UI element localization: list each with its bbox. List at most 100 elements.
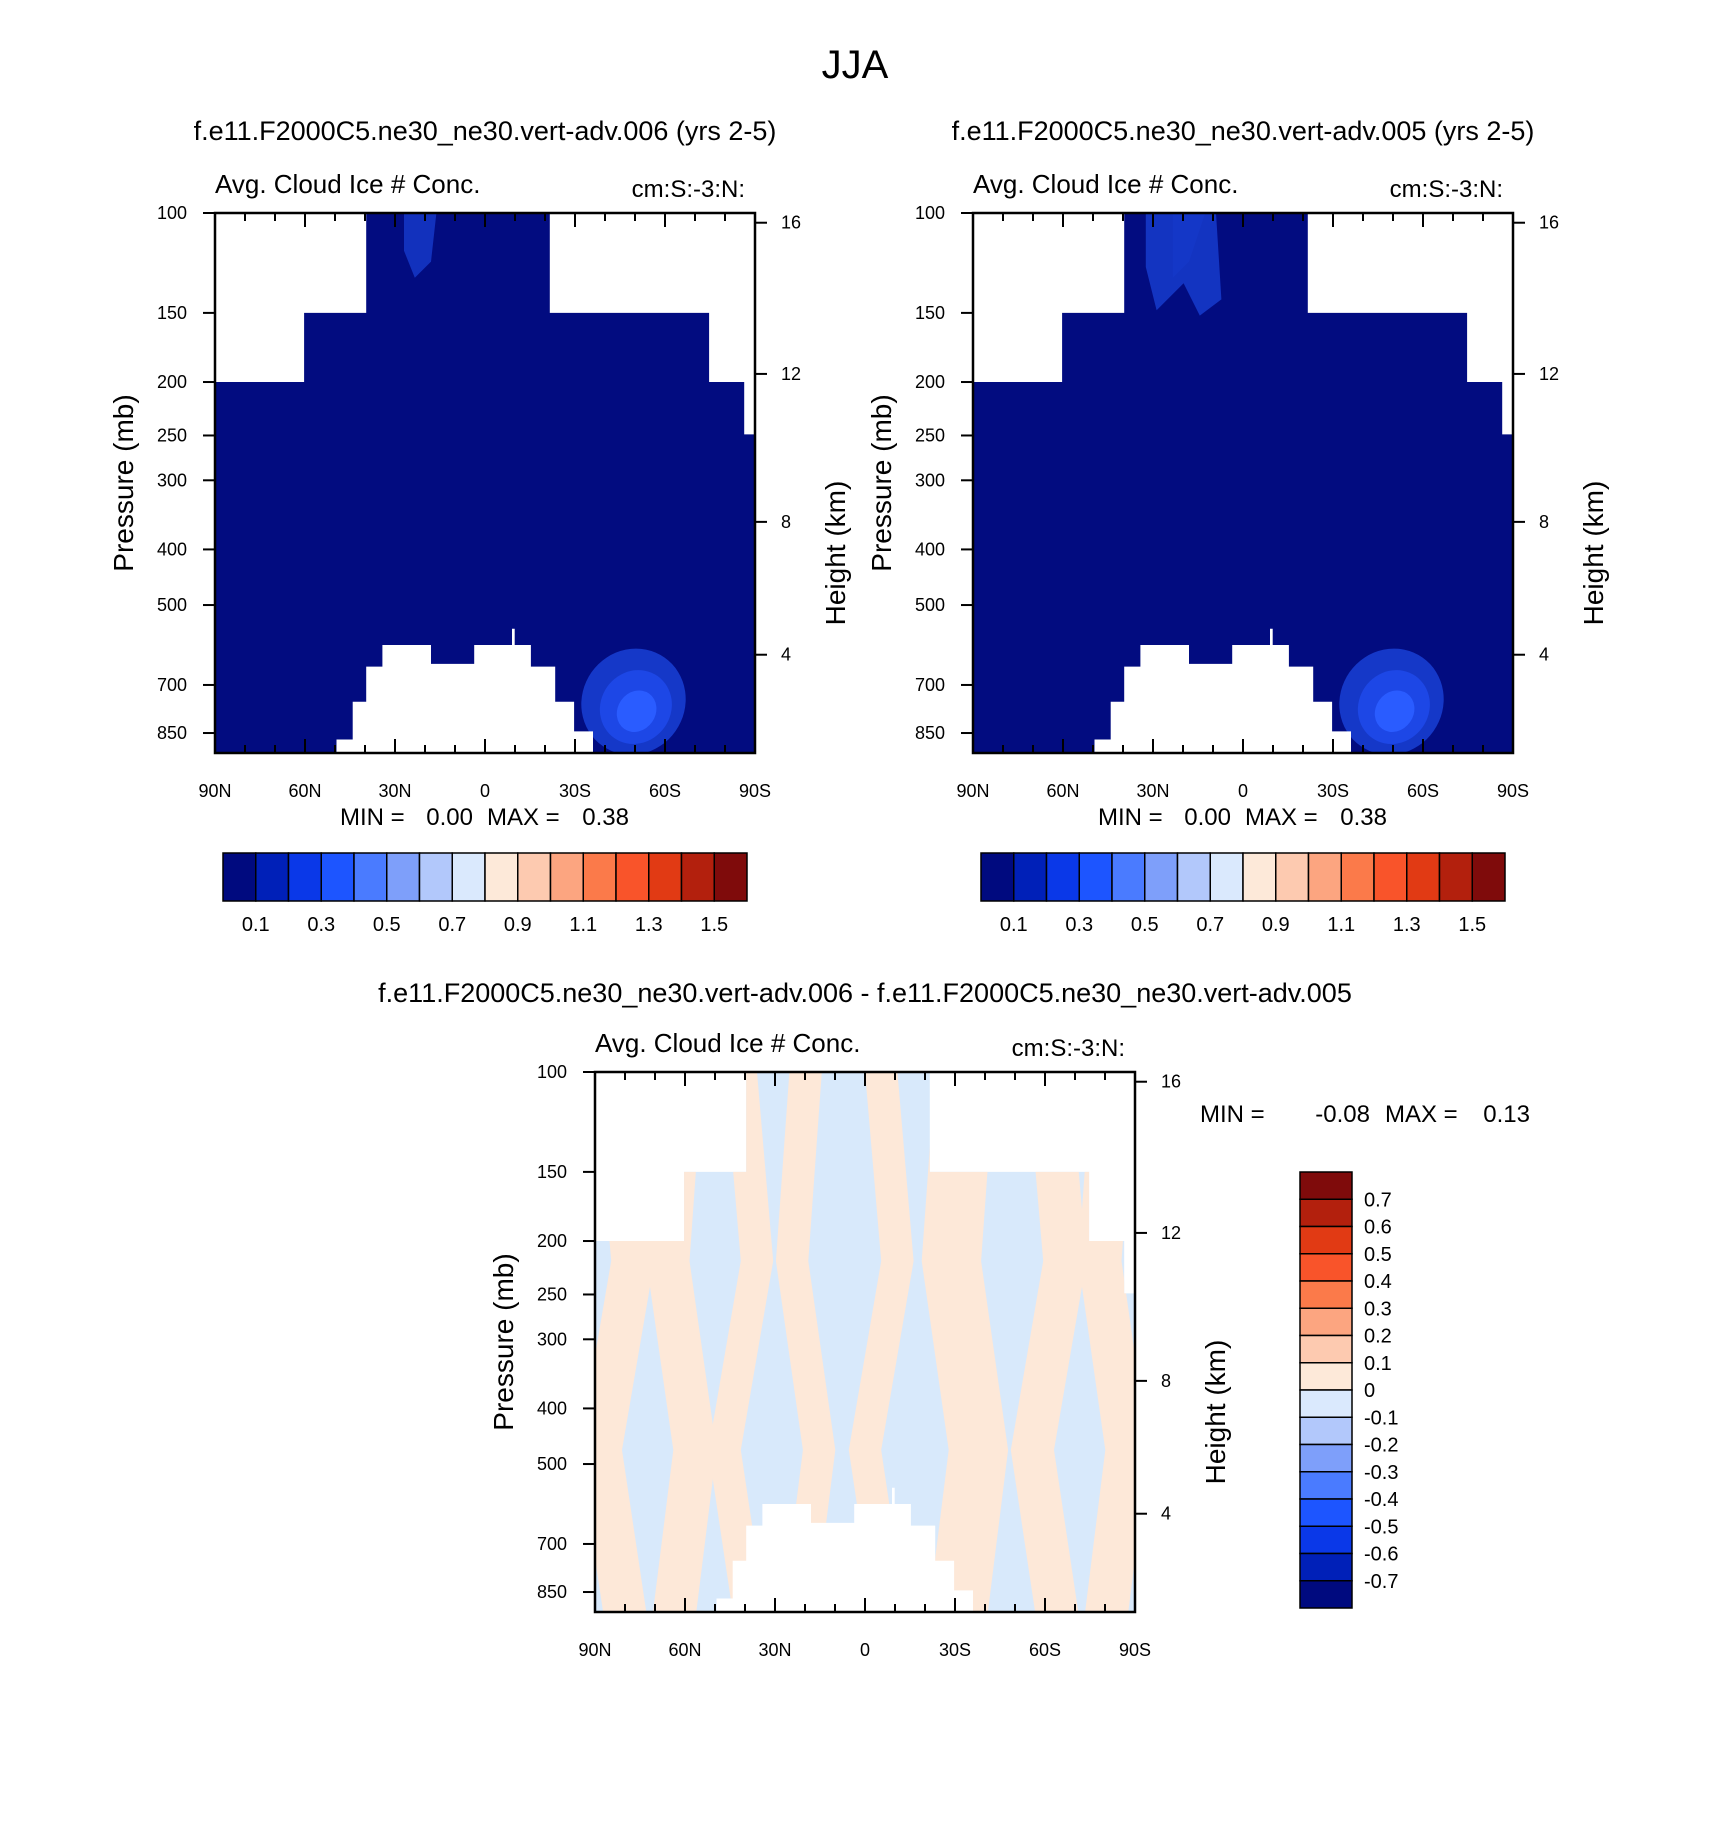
colorbar-label: -0.6 [1364, 1544, 1398, 1566]
colorbar-swatch [1299, 1389, 1353, 1418]
stat-max-value: 0.38 [1340, 804, 1387, 831]
y-tick-label: 100 [915, 203, 945, 223]
colorbar-swatch [1406, 852, 1441, 902]
stat-min-value: 0.00 [426, 804, 473, 831]
y-right-tick-label: 12 [781, 364, 801, 384]
chart-panel-2: f.e11.F2000C5.ne30_ne30.vert-adv.005 (yr… [866, 116, 1609, 936]
panel-title: f.e11.F2000C5.ne30_ne30.vert-adv.006 - f… [378, 978, 1352, 1008]
x-tick-label: 30S [559, 781, 591, 801]
colorbar-swatch [1299, 1525, 1353, 1555]
colorbar-label: 1.3 [635, 914, 663, 936]
variable-label: Avg. Cloud Ice # Conc. [215, 169, 480, 199]
colorbar-label: 0.3 [1065, 914, 1093, 936]
y-right-tick-label: 16 [1539, 213, 1559, 233]
colorbar-swatch [1299, 1198, 1353, 1228]
colorbar-swatch [386, 852, 421, 902]
x-tick-label: 60S [1407, 781, 1439, 801]
field-tongue [1145, 213, 1222, 316]
y-right-tick-label: 8 [781, 512, 791, 532]
panels: f.e11.F2000C5.ne30_ne30.vert-adv.006 (yr… [108, 116, 1609, 1660]
colorbar-label: 0.7 [1196, 914, 1224, 936]
colorbar-label: -0.1 [1364, 1407, 1398, 1429]
colorbar-swatch [1340, 852, 1375, 902]
colorbar-swatch [1299, 1334, 1353, 1364]
x-tick-label: 60S [649, 781, 681, 801]
x-tick-label: 60N [1046, 781, 1079, 801]
colorbar: 0.7 0.6 0.5 0.4 0.3 0.2 0.1 0 -0.1 -0.2 -0.3 -0.4 -0… [1299, 1171, 1398, 1609]
colorbar-swatch [1045, 852, 1080, 902]
colorbar-swatch [222, 852, 257, 902]
colorbar-label: 0.9 [1262, 914, 1290, 936]
x-tick-label: 0 [480, 781, 490, 801]
colorbar-label: -0.4 [1364, 1489, 1398, 1511]
colorbar-swatch [418, 852, 453, 902]
y-tick-label: 700 [157, 675, 187, 695]
stat-min-value: -0.08 [1315, 1101, 1370, 1128]
colorbar-label: 0.6 [1364, 1217, 1392, 1239]
colorbar-label: 1.5 [700, 914, 728, 936]
field-band [921, 1072, 1009, 1612]
colorbar-swatch [1299, 1225, 1353, 1255]
y-tick-label: 700 [537, 1534, 567, 1554]
y-tick-label: 300 [915, 470, 945, 490]
colorbar-label: 0 [1364, 1380, 1375, 1402]
y-right-tick-label: 12 [1161, 1223, 1181, 1243]
stat-min-label: MIN = [1200, 1101, 1265, 1128]
colorbar-label: 1.3 [1393, 914, 1421, 936]
colorbar-swatch [680, 852, 715, 902]
x-tick-label: 90S [1497, 781, 1529, 801]
y-tick-label: 300 [157, 470, 187, 490]
colorbar-label: -0.7 [1364, 1571, 1398, 1593]
y-right-tick-label: 12 [1539, 364, 1559, 384]
y-right-tick-label: 8 [1161, 1371, 1171, 1391]
colorbar-swatch [549, 852, 584, 902]
colorbar-swatch [1299, 1253, 1353, 1282]
y-right-tick-label: 16 [781, 213, 801, 233]
colorbar-swatch [1299, 1443, 1353, 1473]
colorbar-label: 1.5 [1458, 914, 1486, 936]
y-tick-label: 850 [537, 1582, 567, 1602]
x-tick-label: 30N [1136, 781, 1169, 801]
x-tick-label: 90N [198, 781, 231, 801]
y-tick-label: 400 [157, 539, 187, 559]
colorbar: 0.1 0.3 0.5 0.7 0.9 1.1 1.3 1.5 [222, 852, 748, 936]
y-tick-label: 150 [157, 303, 187, 323]
colorbar-swatch [1275, 852, 1310, 902]
field-tongue [404, 213, 437, 278]
colorbar-swatch [582, 852, 617, 902]
stat-max-label: MAX = [1385, 1101, 1458, 1128]
y-tick-label: 400 [915, 539, 945, 559]
y-right-tick-label: 16 [1161, 1072, 1181, 1092]
y-right-tick-label: 4 [1539, 645, 1549, 665]
stat-min-value: 0.00 [1184, 804, 1231, 831]
colorbar-swatch [484, 852, 519, 902]
y-right-tick-label: 8 [1539, 512, 1549, 532]
x-tick-label: 60N [288, 781, 321, 801]
panel-title: f.e11.F2000C5.ne30_ne30.vert-adv.005 (yr… [952, 116, 1535, 146]
units-label: cm:S:-3:N: [1012, 1035, 1125, 1062]
colorbar-label: 0.3 [1364, 1298, 1392, 1320]
orography [1094, 628, 1351, 753]
orography [716, 1487, 973, 1612]
y-tick-label: 400 [537, 1398, 567, 1418]
colorbar-swatch [1299, 1471, 1353, 1500]
stat-max-value: 0.13 [1483, 1101, 1530, 1128]
colorbar-label: -0.2 [1364, 1435, 1398, 1457]
x-tick-label: 30N [378, 781, 411, 801]
x-tick-label: 0 [1238, 781, 1248, 801]
y-axis-label: Pressure (mb) [866, 394, 897, 571]
colorbar-swatch [615, 852, 650, 902]
colorbar-label: 0.4 [1364, 1271, 1392, 1293]
x-tick-label: 60S [1029, 1640, 1061, 1660]
colorbar-swatch [1299, 1580, 1353, 1609]
colorbar-swatch [1242, 852, 1277, 902]
colorbar-swatch [1299, 1362, 1353, 1391]
colorbar-swatch [1013, 852, 1048, 902]
variable-label: Avg. Cloud Ice # Conc. [973, 169, 1238, 199]
x-tick-label: 90S [1119, 1640, 1151, 1660]
y-tick-label: 500 [537, 1454, 567, 1474]
colorbar-swatch [451, 852, 486, 902]
stat-max-label: MAX = [1245, 804, 1318, 831]
colorbar-label: 0.1 [1364, 1353, 1392, 1375]
y-tick-label: 150 [537, 1162, 567, 1182]
